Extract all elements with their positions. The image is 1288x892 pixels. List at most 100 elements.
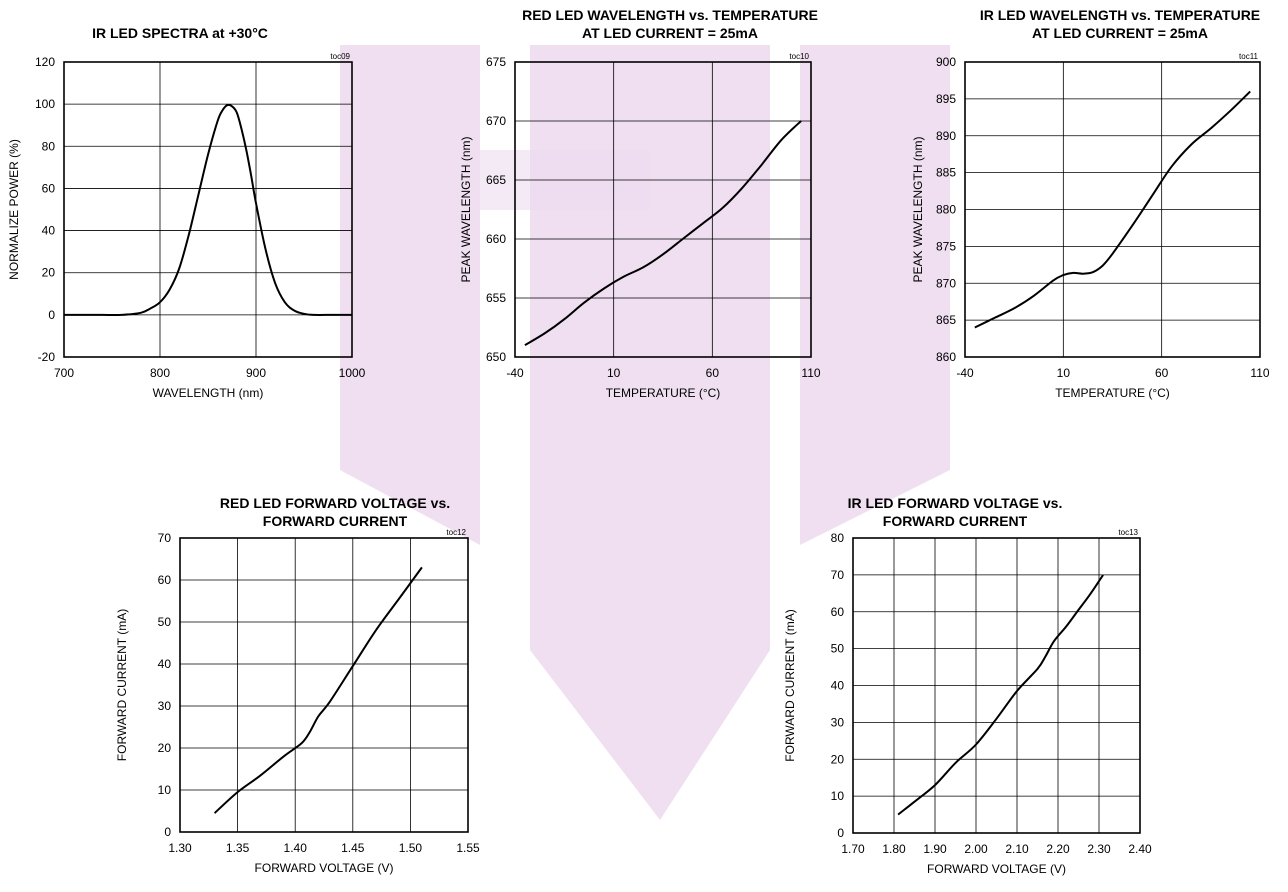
y-tick-label: 20: [158, 741, 172, 755]
y-tick-label: 20: [831, 752, 845, 766]
x-axis-label: TEMPERATURE (°C): [606, 386, 721, 400]
x-tick-label: 2.10: [1005, 842, 1029, 856]
x-tick-label: 1.50: [399, 841, 423, 855]
y-tick-label: 885: [936, 166, 956, 180]
chart-svg: 700 800 900 1000 -20 0 20 40 60 80 100 120 IR LED SP…: [7, 25, 366, 400]
x-tick-label: 1.35: [226, 841, 250, 855]
x-tick-label: 110: [1250, 366, 1269, 380]
x-tick-label: 10: [607, 366, 621, 380]
y-tick-label: 0: [48, 308, 55, 322]
y-tick-label: 80: [42, 139, 56, 153]
x-axis-label: WAVELENGTH (nm): [153, 386, 264, 400]
x-axis-label: FORWARD VOLTAGE (V): [927, 862, 1066, 876]
y-tick-label: 70: [831, 568, 845, 582]
y-axis-label: FORWARD CURRENT (mA): [115, 609, 129, 761]
y-tick-label: 895: [936, 92, 956, 106]
x-tick-label: 1.40: [284, 841, 308, 855]
x-tick-label: 1.45: [341, 841, 365, 855]
chart-svg: -40 10 60 110 860 865 870 875 880 885 890 895 900 IR …: [911, 7, 1270, 400]
y-tick-label: 30: [158, 699, 172, 713]
y-axis-label: FORWARD CURRENT (mA): [783, 609, 797, 761]
y-tick-label: 660: [486, 232, 506, 246]
y-tick-label: 655: [486, 291, 506, 305]
y-tick-label: 880: [936, 203, 956, 217]
y-tick-label: 60: [42, 181, 56, 195]
series-line: [524, 120, 802, 347]
plot-frame: [63, 61, 353, 358]
x-tick-label: 2.20: [1046, 842, 1070, 856]
chart-svg: -40 10 60 110 650 655 660 665 670 675 RED LED WAVE…: [459, 7, 821, 400]
x-tick-label: 2.00: [964, 842, 988, 856]
series-line: [897, 574, 1104, 816]
chart-red-led-wavelength-vs-temperature: -40 10 60 110 650 655 660 665 670 675 RED LED WAVE…: [440, 0, 840, 430]
y-tick-label: 650: [486, 350, 506, 364]
x-tick-label: 1.70: [841, 842, 865, 856]
y-tick-label: 50: [158, 615, 172, 629]
plot-frame: [514, 61, 812, 358]
chart-svg: 1.30 1.35 1.40 1.45 1.50 1.55 0 10 20 30 40 50 60 70 R…: [115, 495, 480, 875]
y-tick-label: 675: [486, 55, 506, 69]
chart-title: IR LED SPECTRA at +30°C: [92, 25, 268, 41]
y-tick-label: 120: [35, 55, 55, 69]
y-tick-label: -20: [38, 350, 56, 364]
y-tick-label: 20: [42, 266, 56, 280]
chart-ir-led-spectra: 700 800 900 1000 -20 0 20 40 60 80 100 120 IR LED SP…: [0, 0, 370, 430]
y-axis-label: PEAK WAVELENGTH (nm): [459, 136, 473, 282]
x-tick-label: -40: [956, 366, 974, 380]
y-tick-label: 60: [158, 573, 172, 587]
x-tick-label: 1.55: [456, 841, 480, 855]
plot-frame: [179, 537, 469, 833]
x-tick-label: 2.30: [1087, 842, 1111, 856]
plot-frame: [852, 537, 1141, 834]
y-tick-label: 30: [831, 715, 845, 729]
chart-title: FORWARD CURRENT: [883, 513, 1028, 529]
chart-ir-led-forward-voltage: 1.70 1.80 1.90 2.00 2.10 2.20 2.30 2.40 0 10 20 30 4…: [770, 480, 1200, 892]
chart-title: RED LED FORWARD VOLTAGE vs.: [220, 495, 450, 511]
y-tick-label: 80: [831, 531, 845, 545]
y-tick-label: 670: [486, 114, 506, 128]
chart-red-led-forward-voltage: 1.30 1.35 1.40 1.45 1.50 1.55 0 10 20 30 40 50 60 70 R…: [100, 480, 520, 892]
x-axis-label: TEMPERATURE (°C): [1055, 386, 1170, 400]
x-tick-label: 700: [54, 366, 74, 380]
y-tick-label: 890: [936, 129, 956, 143]
y-axis-label: NORMALIZE POWER (%): [7, 139, 21, 280]
x-tick-label: 10: [1057, 366, 1071, 380]
x-tick-label: 800: [150, 366, 170, 380]
x-axis-label: FORWARD VOLTAGE (V): [255, 861, 394, 875]
x-tick-label: 900: [246, 366, 266, 380]
chart-title: AT LED CURRENT = 25mA: [1032, 25, 1208, 41]
y-tick-label: 0: [837, 826, 844, 840]
x-tick-label: 110: [801, 366, 820, 380]
y-tick-label: 60: [831, 605, 845, 619]
x-tick-label: 60: [1155, 366, 1169, 380]
figure-tag: toc13: [1118, 528, 1138, 537]
y-axis-label: PEAK WAVELENGTH (nm): [911, 136, 925, 282]
y-tick-label: 875: [936, 239, 956, 253]
x-tick-label: 2.40: [1128, 842, 1152, 856]
y-tick-label: 900: [936, 55, 956, 69]
y-tick-label: 10: [831, 789, 845, 803]
series-line: [213, 566, 423, 814]
chart-title: IR LED FORWARD VOLTAGE vs.: [848, 495, 1063, 511]
y-tick-label: 665: [486, 173, 506, 187]
y-tick-label: 70: [158, 531, 172, 545]
figure-tag: toc11: [1239, 52, 1259, 61]
y-tick-label: 50: [831, 642, 845, 656]
y-tick-label: 40: [831, 679, 845, 693]
series-line: [64, 103, 352, 317]
figure-tag: toc09: [330, 52, 350, 61]
y-tick-label: 100: [35, 97, 55, 111]
chart-ir-led-wavelength-vs-temperature: -40 10 60 110 860 865 870 875 880 885 890 895 900 IR …: [900, 0, 1288, 430]
chart-title: RED LED WAVELENGTH vs. TEMPERATURE: [522, 7, 818, 23]
plot-frame: [964, 61, 1261, 358]
x-tick-label: 1000: [339, 366, 366, 380]
y-tick-label: 40: [42, 224, 56, 238]
x-tick-label: 1.30: [168, 841, 192, 855]
y-tick-label: 0: [164, 825, 171, 839]
x-tick-label: 1.80: [882, 842, 906, 856]
figure-tag: toc10: [789, 52, 809, 61]
x-tick-label: -40: [506, 366, 524, 380]
chart-title: AT LED CURRENT = 25mA: [582, 25, 758, 41]
x-tick-label: 60: [706, 366, 720, 380]
y-tick-label: 40: [158, 657, 172, 671]
